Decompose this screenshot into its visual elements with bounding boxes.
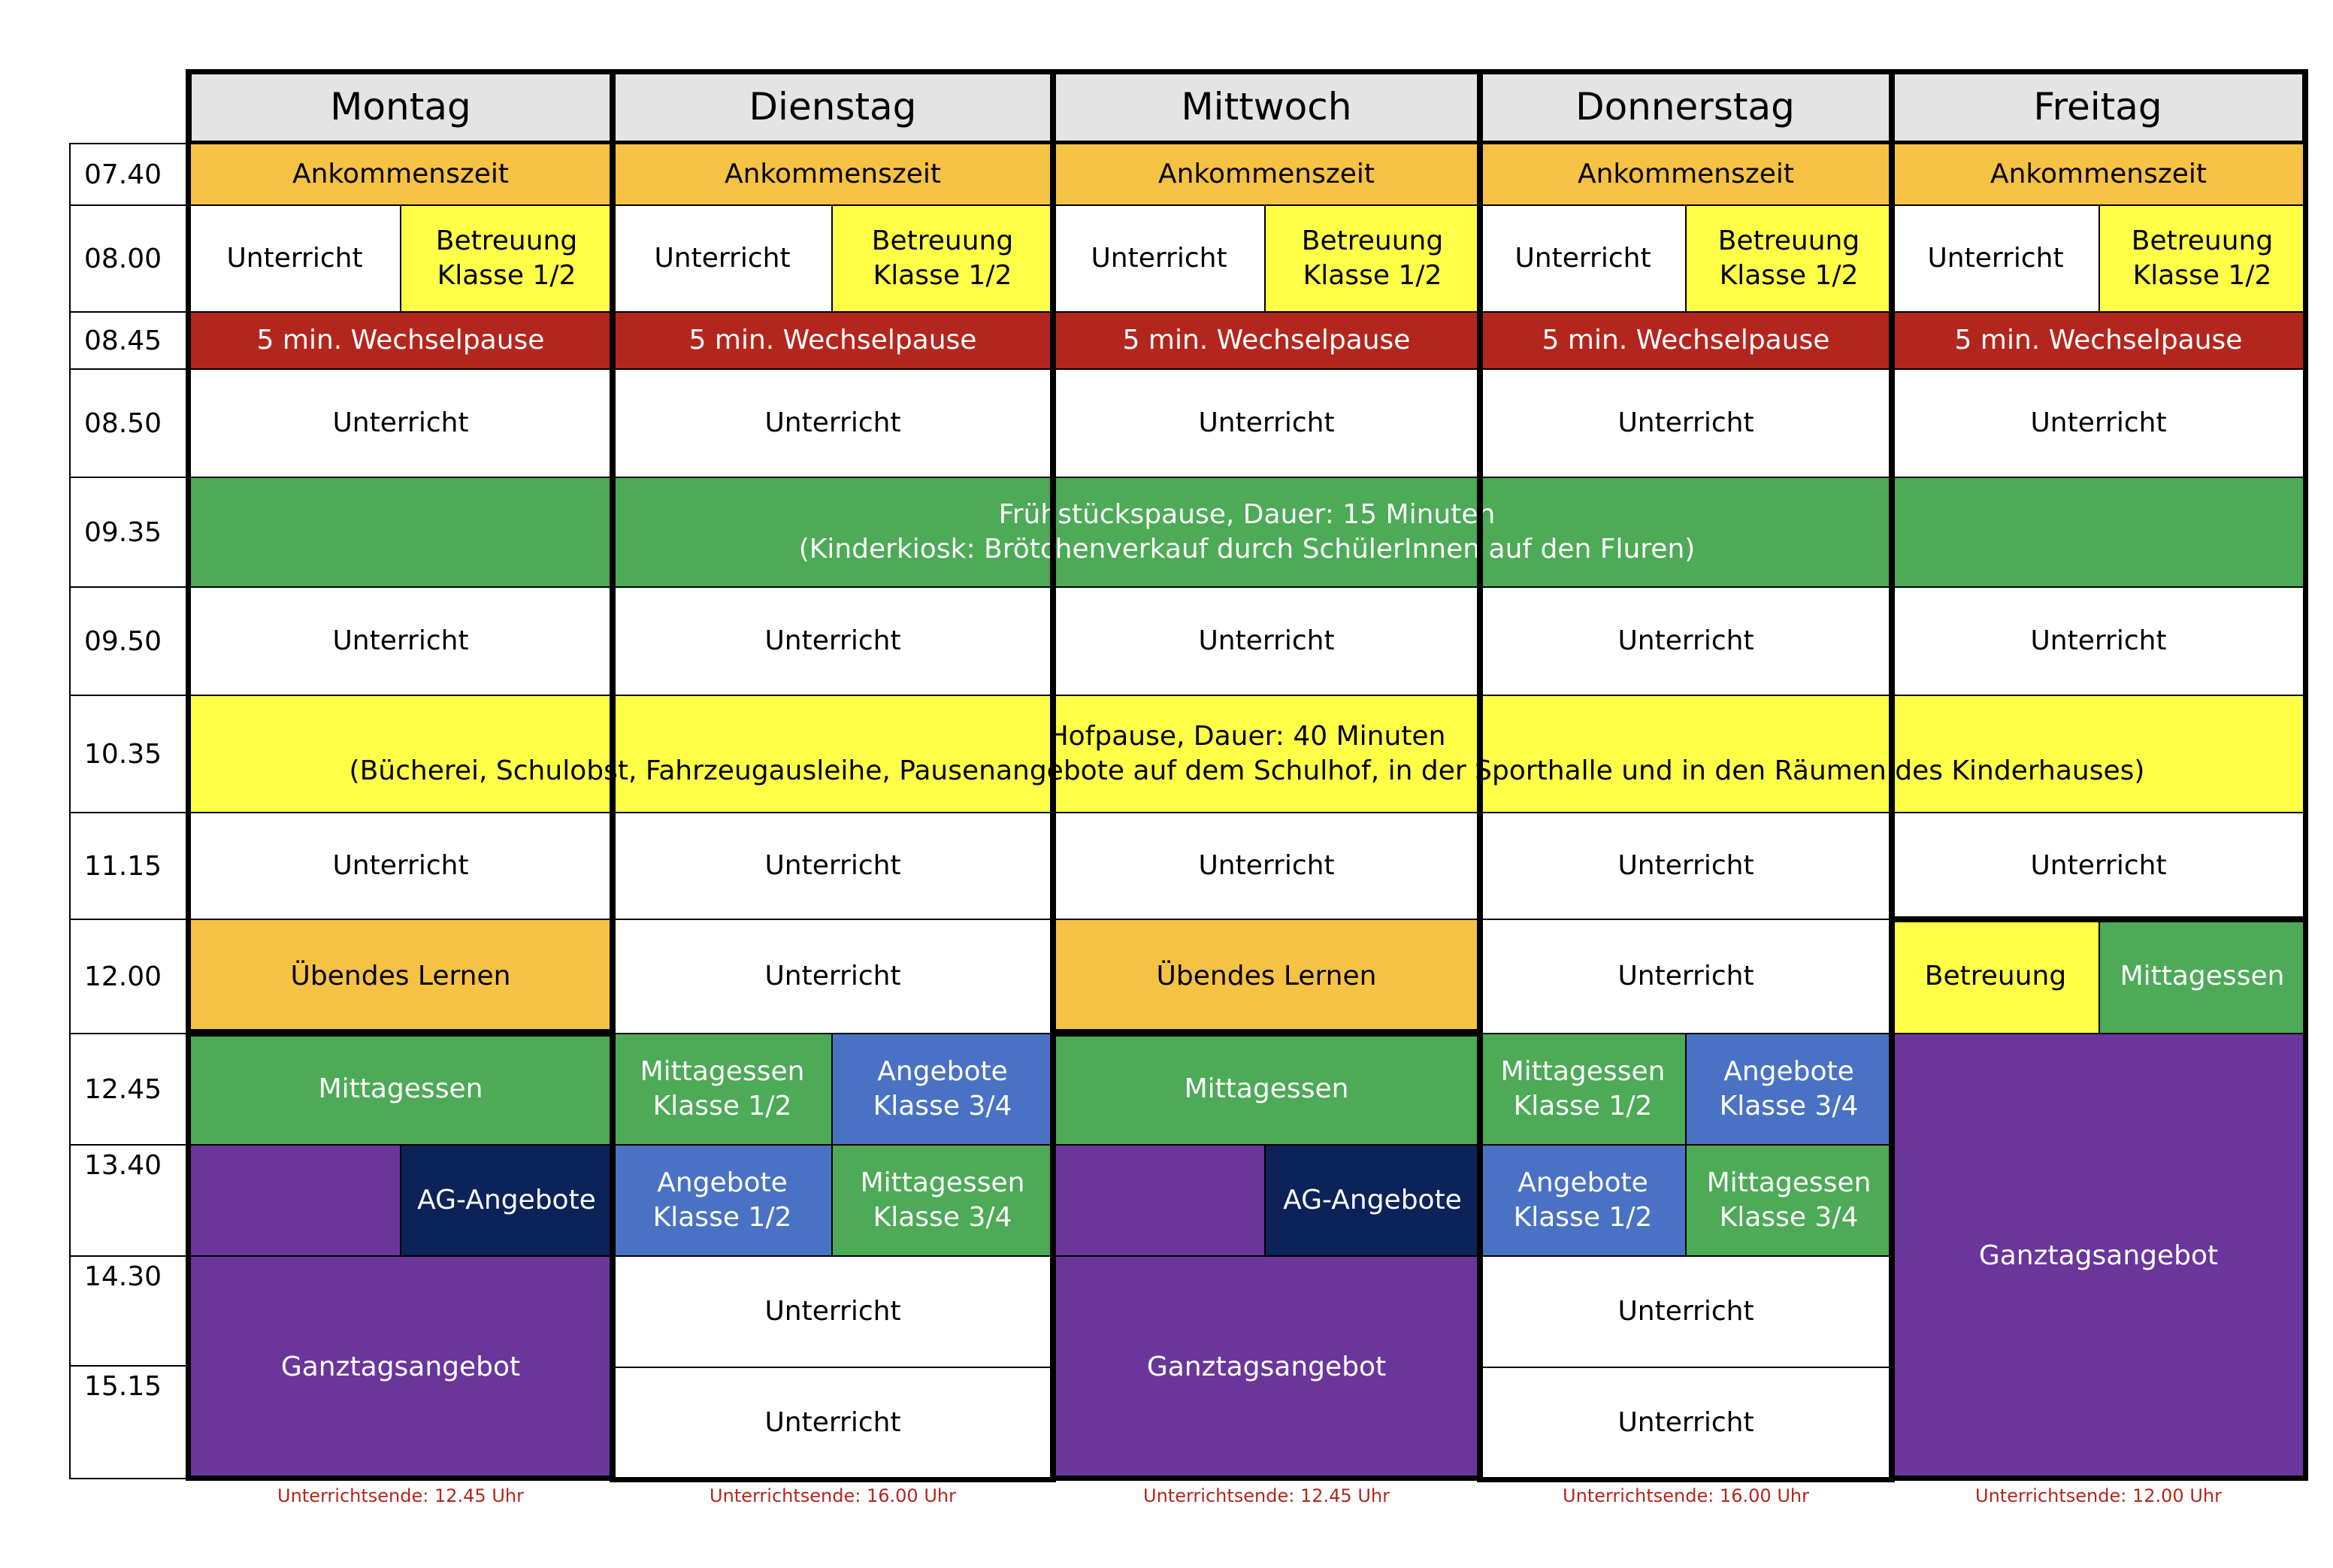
end-of-lessons-note: Unterrichtsende: 16.00 Uhr [1563,1485,1809,1506]
lunch-cell: Mittagessen [2098,919,2306,1034]
time-label: 08.45 [69,311,191,370]
lesson-cell: Unterricht [612,1367,1054,1479]
arrival-cell: Ankommenszeit [1891,143,2306,206]
purple-block-cell [188,1144,401,1257]
lesson-cell: Unterricht [612,204,833,313]
day-header-donnerstag: Donnerstag [1477,69,1893,144]
end-of-lessons-note: Unterrichtsende: 16.00 Uhr [710,1485,956,1506]
breakfast-break-cell: Frühstückspause, Dauer: 15 Minuten (Kinde… [188,477,2306,588]
lesson-cell: Unterricht [612,1255,1054,1368]
lesson-cell: Unterricht [1479,812,1893,920]
lesson-cell: Unterricht [1479,919,1893,1034]
care-cell: Betreuung Klasse 1/2 [400,204,613,313]
time-label: 07.40 [69,143,191,206]
arrival-cell: Ankommenszeit [188,143,613,206]
end-of-lessons-note: Unterrichtsende: 12.45 Uhr [277,1485,524,1506]
lunch-cell: Mittagessen [1052,1033,1481,1146]
yard-break-cell: Hofpause, Dauer: 40 Minuten (Bücherei, Sc… [188,695,2306,813]
time-label: 08.50 [69,368,191,478]
change-break-cell: 5 min. Wechselpause [612,311,1054,370]
time-label: 15.15 [69,1365,191,1479]
offers-class12-cell: Angebote Klasse 1/2 [1479,1144,1687,1257]
purple-block-cell [1052,1144,1266,1257]
ag-offers-cell: AG-Angebote [400,1144,613,1257]
time-label: 09.50 [69,586,191,696]
lunch-class34-cell: Mittagessen Klasse 3/4 [1685,1144,1893,1257]
lesson-cell: Unterricht [612,919,1054,1034]
lunch-class12-cell: Mittagessen Klasse 1/2 [1479,1033,1687,1146]
care-cell: Betreuung [1891,919,2100,1034]
lesson-cell: Unterricht [1052,586,1481,696]
lesson-cell: Unterricht [612,586,1054,696]
change-break-cell: 5 min. Wechselpause [1479,311,1893,370]
care-cell: Betreuung Klasse 1/2 [1685,204,1893,313]
arrival-cell: Ankommenszeit [1479,143,1893,206]
lesson-cell: Unterricht [612,368,1054,478]
lesson-cell: Unterricht [1052,204,1266,313]
end-of-lessons-note: Unterrichtsende: 12.00 Uhr [1975,1485,2222,1506]
arrival-cell: Ankommenszeit [612,143,1054,206]
change-break-cell: 5 min. Wechselpause [1052,311,1481,370]
offers-class12-cell: Angebote Klasse 1/2 [612,1144,833,1257]
time-label: 10.35 [69,695,191,813]
lesson-cell: Unterricht [188,368,613,478]
time-label: 14.30 [69,1255,191,1367]
day-header-freitag: Freitag [1890,69,2306,144]
lesson-cell: Unterricht [1891,368,2306,478]
ag-offers-cell: AG-Angebote [1264,1144,1481,1257]
time-label: 12.00 [69,919,191,1034]
lesson-cell: Unterricht [1479,368,1893,478]
time-label: 11.15 [69,812,191,920]
day-header-montag: Montag [188,69,613,144]
practice-learning-cell: Übendes Lernen [1052,919,1481,1034]
arrival-cell: Ankommenszeit [1052,143,1481,206]
day-header-mittwoch: Mittwoch [1052,69,1481,144]
lesson-cell: Unterricht [612,812,1054,920]
offers-class34-cell: Angebote Klasse 3/4 [831,1033,1054,1146]
change-break-cell: 5 min. Wechselpause [1891,311,2306,370]
lunch-class12-cell: Mittagessen Klasse 1/2 [612,1033,833,1146]
lesson-cell: Unterricht [1052,368,1481,478]
change-break-cell: 5 min. Wechselpause [188,311,613,370]
all-day-offer-cell: Ganztagsangebot [188,1255,613,1479]
care-cell: Betreuung Klasse 1/2 [2098,204,2306,313]
lesson-cell: Unterricht [1891,204,2100,313]
lesson-cell: Unterricht [1052,812,1481,920]
all-day-offer-cell: Ganztagsangebot [1891,1033,2306,1479]
offers-class34-cell: Angebote Klasse 3/4 [1685,1033,1893,1146]
lunch-cell: Mittagessen [188,1033,613,1146]
lunch-class34-cell: Mittagessen Klasse 3/4 [831,1144,1054,1257]
practice-learning-cell: Übendes Lernen [188,919,613,1034]
lesson-cell: Unterricht [1479,586,1893,696]
lesson-cell: Unterricht [188,204,401,313]
care-cell: Betreuung Klasse 1/2 [1264,204,1481,313]
time-label: 08.00 [69,204,191,313]
time-label: 09.35 [69,477,191,588]
time-label: 12.45 [69,1033,191,1146]
lesson-cell: Unterricht [1479,204,1687,313]
lesson-cell: Unterricht [188,812,613,920]
all-day-offer-cell: Ganztagsangebot [1052,1255,1481,1479]
care-cell: Betreuung Klasse 1/2 [831,204,1054,313]
time-label: 13.40 [69,1144,191,1257]
lesson-cell: Unterricht [188,586,613,696]
lesson-cell: Unterricht [1891,812,2306,920]
end-of-lessons-note: Unterrichtsende: 12.45 Uhr [1143,1485,1390,1506]
day-header-dienstag: Dienstag [610,69,1056,144]
lesson-cell: Unterricht [1479,1367,1893,1479]
lesson-cell: Unterricht [1891,586,2306,696]
lesson-cell: Unterricht [1479,1255,1893,1368]
